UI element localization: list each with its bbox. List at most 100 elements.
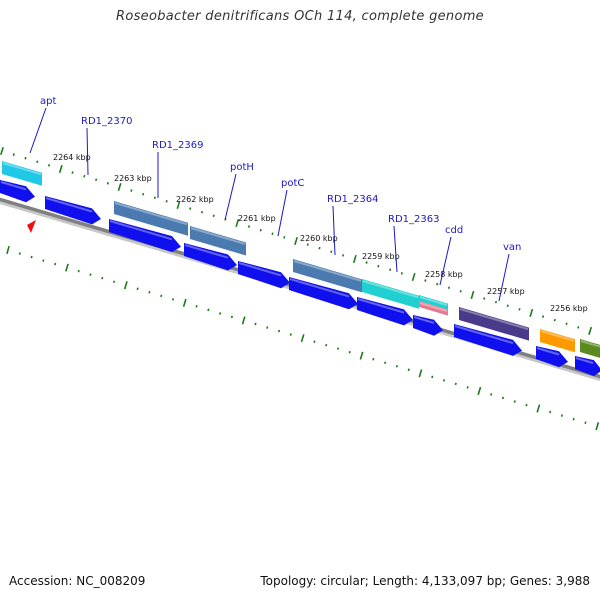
tick-mark — [384, 361, 387, 365]
tick-mark — [54, 262, 57, 266]
tick-mark — [407, 368, 410, 372]
gene-label-leader — [498, 253, 510, 302]
tick-mark — [377, 264, 380, 268]
tick-mark — [182, 298, 187, 307]
tick-mark — [219, 312, 222, 315]
cds-arrow-1 — [0, 180, 35, 203]
tick-mark — [165, 200, 168, 203]
tick-mark — [36, 160, 39, 164]
cds-track — [0, 180, 600, 377]
gene-label-leader — [29, 107, 47, 154]
tick-mark — [0, 146, 4, 156]
feature-van-sheen — [459, 308, 529, 331]
feature-olive — [580, 339, 600, 358]
tick-mark — [83, 174, 86, 178]
cds-arrow-3 — [109, 219, 181, 253]
tick-mark — [189, 207, 192, 210]
tick-mark — [459, 290, 462, 293]
tick-mark — [207, 308, 210, 312]
cds-arrow-5 — [238, 261, 290, 289]
cds-arrow-3-sheen — [109, 220, 173, 241]
cds-arrow-6-sheen — [289, 278, 350, 298]
accession-text: Accession: NC_008209 — [9, 574, 146, 588]
tick-mark — [424, 279, 427, 282]
tick-mark — [112, 280, 116, 284]
cds-arrow-9 — [454, 324, 522, 356]
tick-mark — [148, 290, 151, 294]
tick-mark — [529, 308, 534, 318]
gene-label-rd1-2369: RD1_2369 — [152, 140, 203, 151]
tick-mark — [47, 164, 51, 167]
feature-apt-sheen — [2, 162, 42, 176]
scale-label: 2258 kbp — [425, 270, 463, 279]
feature-cdd-top-sheen — [419, 296, 448, 306]
tick-mark — [595, 422, 600, 431]
tick-mark — [418, 369, 423, 378]
tick-mark — [30, 255, 33, 259]
feature-poth-sheen — [190, 227, 246, 245]
tick-mark — [142, 192, 145, 196]
cds-arrow-4 — [184, 243, 237, 271]
tick-mark — [325, 343, 328, 347]
tick-mark — [470, 290, 475, 300]
scale-label: 2259 kbp — [362, 252, 400, 261]
cds-arrow-9-sheen — [454, 325, 514, 345]
gene-label-potc: potC — [281, 178, 304, 189]
feature-rd1-2364 — [293, 259, 362, 293]
tick-mark — [259, 228, 262, 232]
tick-mark — [283, 236, 286, 239]
tick-mark — [549, 410, 552, 414]
cds-arrow-2-sheen — [45, 197, 93, 213]
tick-mark — [584, 421, 587, 424]
tick-mark — [271, 232, 274, 236]
gene-label-poth: potH — [230, 162, 254, 173]
feature-orange-sheen — [540, 330, 575, 342]
tick-mark — [153, 196, 156, 200]
tick-mark — [89, 273, 92, 276]
cds-arrow-2 — [45, 196, 101, 225]
tick-mark — [65, 263, 69, 272]
gene-label-leader — [393, 225, 398, 273]
tick-mark — [336, 347, 340, 350]
scale-label: 2263 kbp — [114, 174, 152, 183]
cds-arrow-8 — [413, 315, 443, 336]
tick-mark — [160, 294, 163, 298]
feature-olive-sheen — [580, 340, 600, 348]
tick-mark — [306, 243, 309, 246]
gene-label-cdd: cdd — [445, 225, 463, 236]
tick-mark — [241, 316, 246, 325]
tick-mark — [506, 304, 509, 308]
scale-label: 2256 kbp — [550, 304, 588, 313]
feature-rd1-2369-sheen — [114, 202, 188, 226]
gene-label-van: van — [503, 242, 521, 253]
gene-label-rd1-2370: RD1_2370 — [81, 116, 132, 127]
map-title: Roseobacter denitrificans OCh 114, compl… — [116, 9, 484, 24]
tick-mark — [277, 329, 281, 333]
cds-arrow-5-sheen — [238, 262, 282, 277]
feature-rd1-2363 — [362, 279, 419, 309]
tick-mark — [230, 315, 233, 319]
cds-arrow-4-sheen — [184, 244, 229, 259]
scale-label: 2260 kbp — [300, 234, 338, 243]
tick-mark — [313, 340, 316, 343]
gene-label-leader — [224, 173, 237, 221]
tick-mark — [342, 254, 345, 257]
tick-mark — [352, 254, 357, 264]
tick-mark — [24, 156, 27, 160]
tick-mark — [130, 189, 133, 192]
tick-mark — [42, 259, 45, 262]
tick-mark — [536, 404, 541, 413]
tick-mark — [442, 379, 446, 382]
red-triangle-marker — [27, 220, 36, 233]
gene-label-apt: apt — [40, 96, 56, 107]
tick-mark — [553, 318, 556, 322]
tick-mark — [294, 236, 298, 246]
tick-mark — [106, 182, 109, 185]
tick-mark — [200, 210, 204, 214]
tick-mark — [300, 334, 305, 343]
scale-label: 2264 kbp — [53, 153, 91, 162]
gene-label-leader — [332, 205, 336, 256]
tick-mark — [436, 282, 439, 286]
gene-label-leader — [439, 236, 452, 286]
